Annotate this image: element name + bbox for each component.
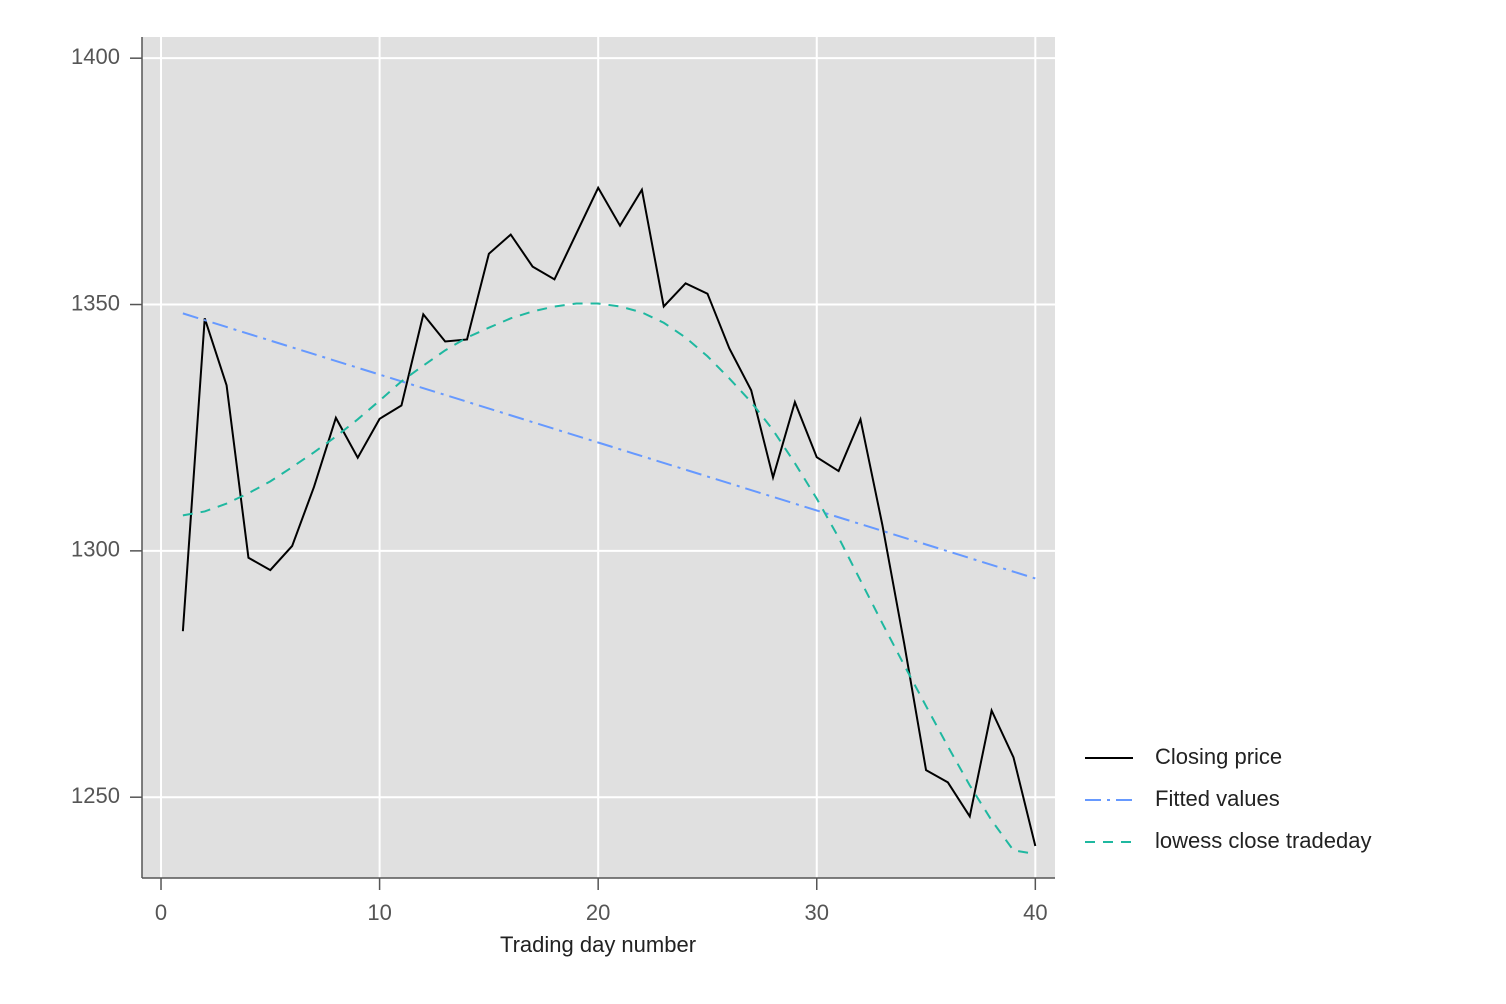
y-tick-label: 1300 bbox=[71, 537, 120, 562]
x-tick-label: 0 bbox=[155, 900, 167, 925]
y-tick-label: 1250 bbox=[71, 783, 120, 808]
x-tick-label: 20 bbox=[586, 900, 610, 925]
legend-label: lowess close tradeday bbox=[1155, 828, 1371, 853]
series-line bbox=[182, 302, 1036, 855]
legend-label: Closing price bbox=[1155, 744, 1282, 769]
x-tick-label: 10 bbox=[367, 900, 391, 925]
x-tick-label: 40 bbox=[1023, 900, 1047, 925]
y-tick-label: 1350 bbox=[71, 290, 120, 315]
legend-label: Fitted values bbox=[1155, 786, 1280, 811]
y-tick-label: 1400 bbox=[71, 44, 120, 69]
series-line bbox=[182, 312, 1036, 580]
series-line bbox=[181, 185, 1037, 847]
x-tick-label: 30 bbox=[805, 900, 829, 925]
x-axis-label: Trading day number bbox=[500, 932, 696, 957]
